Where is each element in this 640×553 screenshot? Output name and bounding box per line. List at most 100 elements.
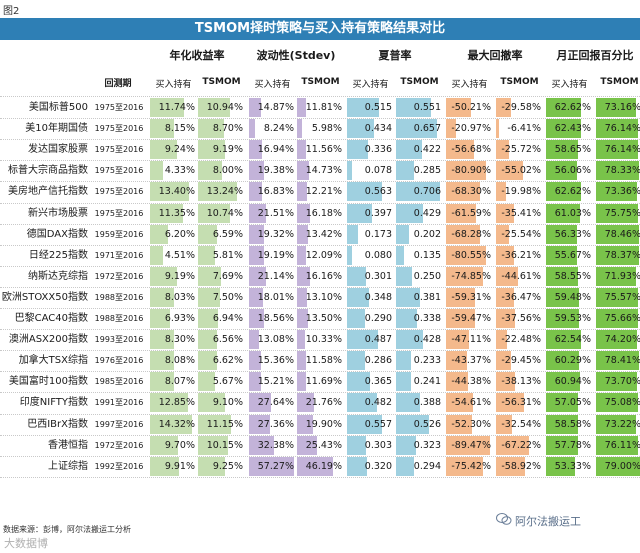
data-cell: 0.320 — [347, 456, 394, 477]
data-bar — [347, 161, 352, 181]
data-cell: 6.20% — [150, 224, 197, 245]
data-bar — [297, 98, 306, 117]
cell-value: 16.94% — [257, 144, 294, 156]
data-bar — [249, 456, 294, 476]
cell-value: 0.250 — [413, 270, 441, 282]
cell-value: -44.61% — [501, 270, 541, 282]
cell-value: 14.87% — [257, 102, 294, 113]
row-divider — [0, 244, 640, 246]
data-cell: 56.06% — [546, 160, 593, 181]
data-cell: 18.56% — [249, 308, 296, 329]
cell-value: 9.19% — [164, 270, 195, 282]
data-cell: 8.15% — [150, 118, 197, 139]
cell-value: -74.85% — [451, 270, 491, 282]
cell-value: 32.38% — [257, 439, 294, 451]
column-header: TSMOM — [301, 77, 340, 87]
data-cell: 5.67% — [198, 371, 245, 392]
backtest-period: 1975至2016 — [94, 124, 144, 134]
data-cell: 0.323 — [396, 435, 443, 456]
data-cell: 25.43% — [297, 435, 344, 456]
cell-value: 79.00% — [604, 460, 640, 472]
cell-value: 74.20% — [604, 334, 640, 346]
data-cell: 0.348 — [347, 287, 394, 308]
data-bar — [297, 456, 333, 476]
cell-value: 0.706 — [413, 186, 441, 198]
data-cell: -37.56% — [496, 308, 543, 329]
data-bar — [297, 372, 306, 392]
data-bar — [396, 224, 409, 244]
data-cell: 60.94% — [546, 371, 593, 392]
data-cell: 6.59% — [198, 224, 245, 245]
cell-value: 21.76% — [305, 397, 342, 409]
data-bar — [150, 203, 183, 223]
cell-value: 15.21% — [257, 376, 294, 388]
index-name: 巴西IBrX指数 — [27, 418, 88, 430]
cell-value: 59.48% — [554, 291, 591, 303]
data-bar — [546, 182, 581, 202]
data-cell: 12.21% — [297, 181, 344, 202]
data-cell: 0.303 — [347, 435, 394, 456]
data-cell: 75.57% — [596, 287, 640, 308]
data-cell: 0.388 — [396, 392, 443, 413]
data-bar — [446, 393, 473, 413]
data-cell: 7.69% — [198, 266, 245, 287]
cell-value: 73.70% — [604, 376, 640, 388]
data-bar — [596, 98, 636, 117]
data-bar — [446, 414, 472, 434]
data-bar — [396, 330, 423, 350]
data-cell: 19.32% — [249, 224, 296, 245]
cell-value: 75.75% — [604, 207, 640, 219]
cell-value: -44.38% — [451, 376, 491, 388]
backtest-period: 1997至2016 — [94, 419, 144, 429]
cell-value: 14.73% — [305, 165, 342, 177]
data-bar — [150, 456, 179, 476]
index-name: 德国DAX指数 — [26, 228, 88, 240]
data-bar — [546, 330, 581, 350]
data-cell: 0.285 — [396, 160, 443, 181]
data-bar — [396, 287, 420, 307]
cell-value: 13.50% — [305, 313, 342, 324]
data-cell: 0.515 — [347, 97, 394, 118]
cell-value: -50.21% — [451, 102, 491, 113]
data-bar — [150, 98, 184, 117]
data-bar — [596, 309, 638, 328]
data-bar — [396, 203, 423, 223]
data-cell: 78.37% — [596, 245, 640, 266]
data-bar — [198, 119, 224, 139]
data-cell: 0.250 — [396, 266, 443, 287]
cell-value: 57.05% — [554, 397, 591, 409]
index-name: 发达国家股票 — [28, 144, 88, 156]
data-bar — [297, 393, 314, 413]
data-bar — [150, 372, 174, 392]
column-header: TSMOM — [500, 77, 539, 87]
data-cell: 10.15% — [198, 435, 245, 456]
cell-value: -37.56% — [501, 313, 541, 324]
cell-value: 61.03% — [554, 207, 591, 219]
data-bar — [396, 393, 420, 413]
cell-value: -56.68% — [451, 144, 491, 156]
group-header: 月正回报百分比 — [556, 49, 634, 62]
data-bar — [596, 224, 639, 244]
cell-value: 5.81% — [212, 249, 243, 261]
data-bar — [396, 372, 411, 392]
data-cell: 6.56% — [198, 329, 245, 350]
data-cell: 19.90% — [297, 414, 344, 435]
cell-value: 12.21% — [305, 186, 342, 198]
data-cell: -29.45% — [496, 350, 543, 371]
data-bar — [546, 309, 579, 328]
data-cell: -67.22% — [496, 435, 543, 456]
data-cell: 9.19% — [198, 139, 245, 160]
data-bar — [249, 266, 266, 286]
cell-value: -38.13% — [501, 376, 541, 388]
data-bar — [446, 182, 480, 202]
data-bar — [297, 351, 306, 371]
data-cell: 0.526 — [396, 414, 443, 435]
data-cell: -50.21% — [446, 97, 493, 118]
data-cell: 11.35% — [150, 203, 197, 224]
data-cell: 5.98% — [297, 118, 344, 139]
cell-value: 9.25% — [212, 460, 243, 472]
data-bar — [150, 161, 163, 181]
data-bar — [446, 266, 483, 286]
data-cell: 62.43% — [546, 118, 593, 139]
data-cell: 9.19% — [150, 266, 197, 287]
